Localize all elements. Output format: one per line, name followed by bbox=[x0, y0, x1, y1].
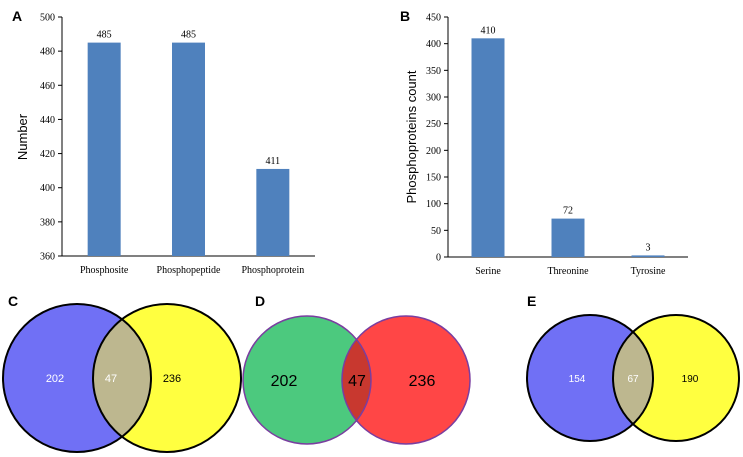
bar-threonine bbox=[551, 218, 585, 257]
panel-b: B 0 50 100 150 200 250 300 350 400 450 410 Serine 7… bbox=[400, 8, 688, 277]
data-label-serine: 410 bbox=[481, 25, 496, 36]
venn-d-right-count: 236 bbox=[409, 373, 436, 390]
y-tick-label: 0 bbox=[436, 253, 441, 264]
y-tick-label: 400 bbox=[40, 183, 55, 194]
category-label-tyrosine: Tyrosine bbox=[631, 266, 666, 277]
y-tick-label: 400 bbox=[426, 39, 441, 50]
panel-label-b: B bbox=[400, 8, 410, 24]
panel-a-bars: 485 Phosphosite 485 Phosphopeptide 411 Phosph… bbox=[80, 30, 304, 276]
category-label-threonine: Threonine bbox=[547, 266, 589, 277]
panel-b-bars: 410 Serine 72 Threonine 3 Tyrosine bbox=[471, 25, 666, 277]
panel-a-y-ticks: 360 380 400 420 440 460 480 500 bbox=[40, 13, 62, 263]
bar-tyrosine bbox=[631, 255, 665, 257]
venn-d-left-count: 202 bbox=[271, 373, 298, 390]
y-tick-label: 450 bbox=[426, 13, 441, 24]
category-label-phosphoprotein: Phosphoprotein bbox=[241, 265, 304, 276]
panel-label-e: E bbox=[527, 293, 536, 309]
y-tick-label: 50 bbox=[431, 226, 441, 237]
panel-b-y-axis-label: Phosphoproteins count bbox=[404, 70, 419, 203]
y-tick-label: 420 bbox=[40, 149, 55, 160]
bar-phosphosite bbox=[87, 42, 121, 256]
panel-d: D 202 47 236 bbox=[242, 293, 471, 445]
category-label-phosphopeptide: Phosphopeptide bbox=[157, 265, 221, 276]
venn-d-circle-left bbox=[243, 316, 371, 444]
data-label-phosphosite: 485 bbox=[97, 30, 112, 41]
bar-phosphopeptide bbox=[172, 42, 205, 256]
panel-a-y-axis-label: Number bbox=[15, 113, 30, 160]
venn-c-intersection bbox=[93, 304, 151, 452]
category-label-serine: Serine bbox=[475, 266, 501, 277]
y-tick-label: 360 bbox=[40, 252, 55, 263]
panel-b-y-ticks: 0 50 100 150 200 250 300 350 400 450 bbox=[426, 13, 448, 264]
y-tick-label: 350 bbox=[426, 66, 441, 77]
panel-e: E 154 67 190 bbox=[526, 293, 740, 442]
data-label-tyrosine: 3 bbox=[646, 242, 651, 253]
panel-c: C 202 47 236 bbox=[2, 293, 242, 453]
panel-label-c: C bbox=[8, 293, 18, 309]
y-tick-label: 480 bbox=[40, 47, 55, 58]
y-tick-label: 300 bbox=[426, 93, 441, 104]
panel-a: A 360 380 400 420 440 460 480 500 485 Phosphosit… bbox=[12, 8, 315, 276]
venn-c-intersection-count: 47 bbox=[105, 373, 117, 385]
y-tick-label: 380 bbox=[40, 217, 55, 228]
bar-serine bbox=[471, 38, 505, 258]
panel-label-a: A bbox=[12, 8, 22, 24]
y-tick-label: 460 bbox=[40, 81, 55, 92]
data-label-phosphopeptide: 485 bbox=[181, 30, 196, 41]
venn-c-left-count: 202 bbox=[46, 373, 64, 385]
venn-e-left-count: 154 bbox=[569, 374, 586, 385]
panel-label-d: D bbox=[255, 293, 265, 309]
venn-e-right-count: 190 bbox=[682, 374, 699, 385]
data-label-phosphoprotein: 411 bbox=[266, 156, 281, 167]
venn-d-circle-right bbox=[342, 316, 470, 444]
y-tick-label: 250 bbox=[426, 119, 441, 130]
category-label-phosphosite: Phosphosite bbox=[80, 265, 129, 276]
y-tick-label: 440 bbox=[40, 115, 55, 126]
y-tick-label: 500 bbox=[40, 13, 55, 24]
venn-d-intersection-count: 47 bbox=[348, 373, 366, 390]
venn-e-intersection-count: 67 bbox=[627, 374, 639, 385]
data-label-threonine: 72 bbox=[563, 206, 573, 217]
bar-phosphoprotein bbox=[256, 168, 290, 256]
venn-c-right-count: 236 bbox=[163, 373, 181, 385]
y-tick-label: 200 bbox=[426, 146, 441, 157]
y-tick-label: 150 bbox=[426, 173, 441, 184]
y-tick-label: 100 bbox=[426, 199, 441, 210]
